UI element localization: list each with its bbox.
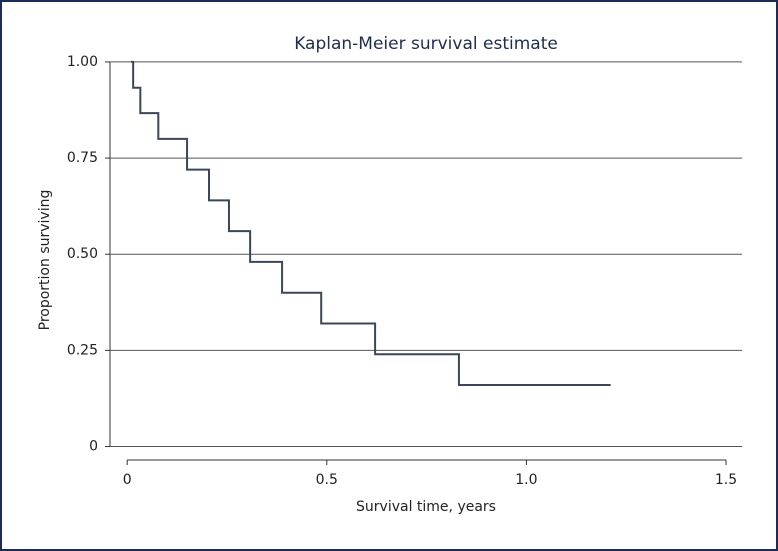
- x-tick-label: 1.5: [715, 472, 737, 488]
- y-tick-label: 1.00: [67, 54, 98, 70]
- x-tick-label: 0: [123, 472, 132, 488]
- x-tick-label: 0.5: [316, 472, 338, 488]
- y-tick-label: 0: [89, 439, 98, 455]
- x-axis-label: Survival time, years: [356, 499, 496, 515]
- y-axis-label: Proportion surviving: [37, 190, 53, 331]
- chart-title: Kaplan-Meier survival estimate: [294, 34, 558, 54]
- y-tick-label: 0.50: [67, 246, 98, 262]
- y-tick-label: 0.75: [67, 150, 98, 166]
- x-tick-label: 1.0: [515, 472, 537, 488]
- survival-curve: [131, 60, 611, 386]
- y-tick-label: 0.25: [67, 342, 98, 358]
